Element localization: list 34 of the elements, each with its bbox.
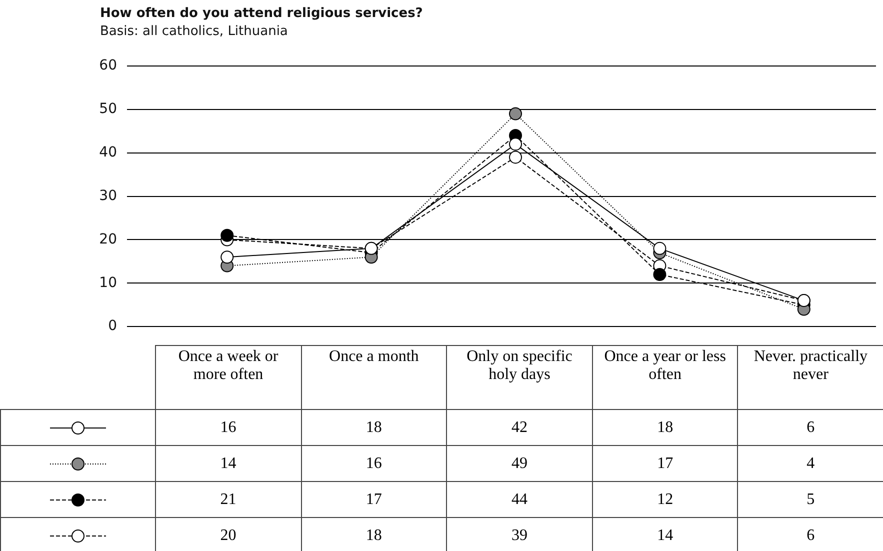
data-label: 12 bbox=[592, 482, 738, 518]
data-label: 14 bbox=[156, 446, 302, 482]
data-label: 49 bbox=[446, 446, 592, 482]
chart-subtitle: Basis: all catholics, Lithuania bbox=[100, 24, 288, 39]
data-label: 4 bbox=[738, 446, 883, 482]
data-label: 5 bbox=[738, 482, 883, 518]
x-tick-label: Never. practically never bbox=[738, 346, 883, 410]
data-label: 16 bbox=[156, 410, 302, 446]
x-tick-label: Once a month bbox=[301, 346, 447, 410]
y-tick-label: 0 bbox=[108, 318, 117, 334]
data-label: 18 bbox=[301, 410, 447, 446]
chart-title: How often do you attend religious services? bbox=[100, 6, 423, 21]
y-tick-label: 50 bbox=[99, 101, 117, 118]
data-label: 44 bbox=[446, 482, 592, 518]
data-label: 17 bbox=[592, 446, 738, 482]
data-label: 18 bbox=[592, 410, 738, 446]
data-label: 6 bbox=[738, 518, 883, 551]
data-label: 21 bbox=[156, 482, 302, 518]
y-tick-label: 10 bbox=[99, 274, 117, 291]
x-tick-label: Once a year or less often bbox=[592, 346, 738, 410]
data-label: 17 bbox=[301, 482, 447, 518]
data-label: 42 bbox=[446, 410, 592, 446]
y-tick-label: 30 bbox=[99, 188, 117, 204]
y-tick-label: 60 bbox=[99, 58, 117, 74]
data-label: 6 bbox=[738, 410, 883, 446]
data-label: 39 bbox=[446, 518, 592, 551]
x-tick-label: Once a week or more often bbox=[156, 346, 302, 410]
y-tick-label: 20 bbox=[99, 231, 117, 248]
data-label: 20 bbox=[156, 518, 302, 551]
data-label: 16 bbox=[301, 446, 447, 482]
data-label: 14 bbox=[592, 518, 738, 551]
data-label: 18 bbox=[301, 518, 447, 551]
x-tick-label: Only on specific holy days bbox=[446, 346, 592, 410]
y-tick-label: 40 bbox=[99, 144, 117, 161]
